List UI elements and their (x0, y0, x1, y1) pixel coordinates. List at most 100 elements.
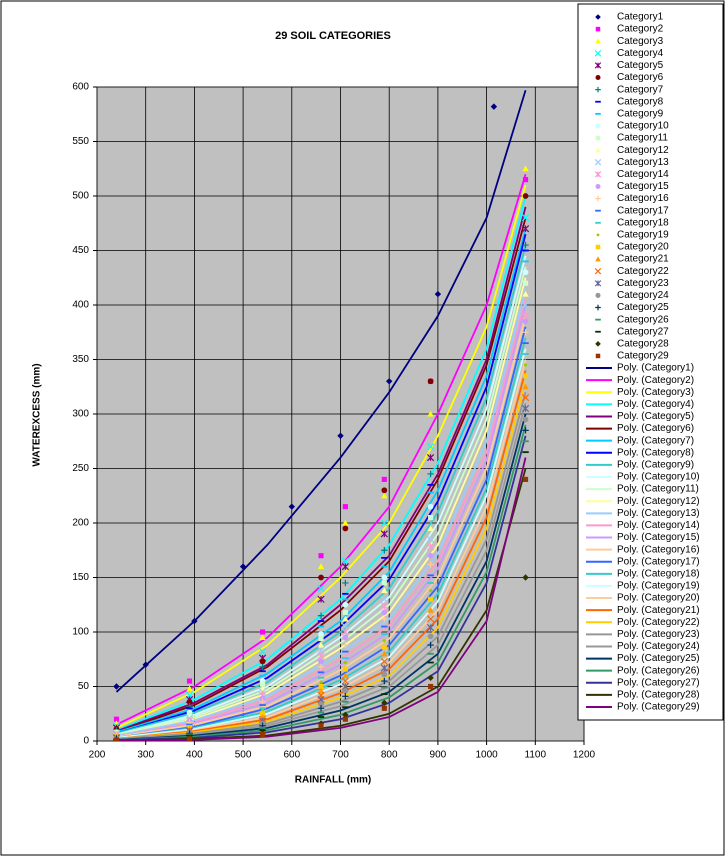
data-point (317, 595, 325, 603)
data-point (428, 596, 434, 602)
legend-marker (594, 267, 602, 275)
data-point (434, 290, 442, 298)
legend-marker (595, 353, 601, 359)
legend-label: Category24 (617, 290, 669, 301)
data-point (427, 503, 434, 510)
legend-label: Poly. (Category6) (617, 423, 694, 434)
data-point (381, 677, 388, 685)
legend-marker (595, 195, 601, 202)
legend-marker (594, 171, 602, 178)
data-point (380, 664, 388, 672)
legend-label: Category11 (617, 133, 668, 144)
data-point (426, 624, 435, 632)
trendline (116, 468, 527, 741)
data-point (317, 563, 325, 570)
data-point (427, 470, 434, 478)
legend-label: Category7 (617, 84, 664, 95)
x-axis-label: RAINFALL (mm) (295, 775, 371, 786)
legend-marker (595, 304, 601, 311)
data-point (342, 519, 349, 526)
data-point (521, 394, 530, 402)
data-point (522, 427, 529, 434)
y-tick-label: 100 (72, 627, 89, 638)
legend-label: Poly. (Category15) (617, 532, 700, 543)
data-point (381, 580, 387, 586)
y-tick-label: 150 (72, 572, 89, 583)
data-point (318, 658, 324, 665)
data-point (427, 607, 434, 613)
data-point (288, 503, 295, 510)
data-point (521, 404, 530, 413)
legend-label: Poly. (Category20) (617, 593, 700, 604)
data-point (522, 290, 529, 297)
data-point (427, 674, 434, 681)
legend: Category1Category2Category3Category4Cate… (577, 3, 724, 721)
data-point (426, 543, 435, 551)
data-point (341, 557, 349, 565)
data-point (427, 410, 434, 417)
data-point (342, 693, 349, 700)
data-point (191, 617, 198, 625)
data-point (427, 552, 434, 559)
legend-marker (594, 50, 602, 57)
data-point (521, 312, 530, 320)
y-tick-label: 600 (72, 82, 89, 93)
legend-label: Category8 (617, 96, 664, 107)
data-point (342, 716, 348, 722)
legend-label: Category17 (617, 205, 669, 216)
legend-label: Category6 (617, 72, 664, 83)
legend-label: Poly. (Category26) (617, 665, 700, 676)
legend-label: Category15 (617, 181, 669, 192)
data-point (521, 301, 530, 309)
data-point (522, 193, 529, 199)
data-point (259, 658, 266, 665)
data-point (342, 579, 349, 587)
data-point (260, 681, 266, 687)
y-tick-label: 0 (83, 736, 89, 747)
legend-label: Poly. (Category18) (617, 568, 700, 579)
data-point (386, 378, 393, 385)
x-tick-label: 1200 (573, 750, 596, 761)
data-point (342, 504, 348, 510)
trendline (116, 326, 527, 739)
legend-label: Category20 (617, 242, 669, 253)
data-point (380, 519, 388, 527)
data-point (522, 241, 529, 249)
data-point (522, 574, 529, 581)
legend-label: Poly. (Category14) (617, 520, 700, 531)
data-point (342, 672, 349, 679)
data-point (427, 561, 434, 568)
legend-label: Category23 (617, 278, 669, 289)
data-point (428, 683, 434, 690)
data-point (341, 628, 349, 636)
legend-label: Category19 (617, 230, 669, 241)
data-point (426, 535, 435, 543)
data-point (341, 677, 349, 685)
legend-marker (595, 292, 601, 298)
data-point (318, 574, 324, 581)
data-point (113, 716, 120, 722)
y-tick-label: 500 (72, 191, 89, 202)
data-point (381, 547, 388, 554)
trendline (116, 217, 527, 734)
data-point (260, 629, 266, 635)
legend-label: Category3 (617, 36, 664, 47)
data-point (381, 492, 388, 499)
trendline (116, 402, 527, 741)
data-point (342, 525, 349, 532)
data-point (260, 711, 266, 717)
x-tick-label: 800 (381, 750, 398, 761)
legend-label: Category10 (617, 121, 669, 132)
trendline (116, 413, 527, 741)
legend-marker (594, 280, 602, 287)
legend-label: Category22 (617, 266, 669, 277)
data-point (381, 587, 388, 594)
data-point (428, 514, 434, 521)
data-point (258, 647, 267, 656)
legend-label: Category4 (617, 48, 664, 59)
trendline (116, 424, 527, 741)
legend-label: Poly. (Category27) (617, 677, 700, 688)
legend-marker (595, 38, 601, 44)
data-point (186, 678, 193, 684)
